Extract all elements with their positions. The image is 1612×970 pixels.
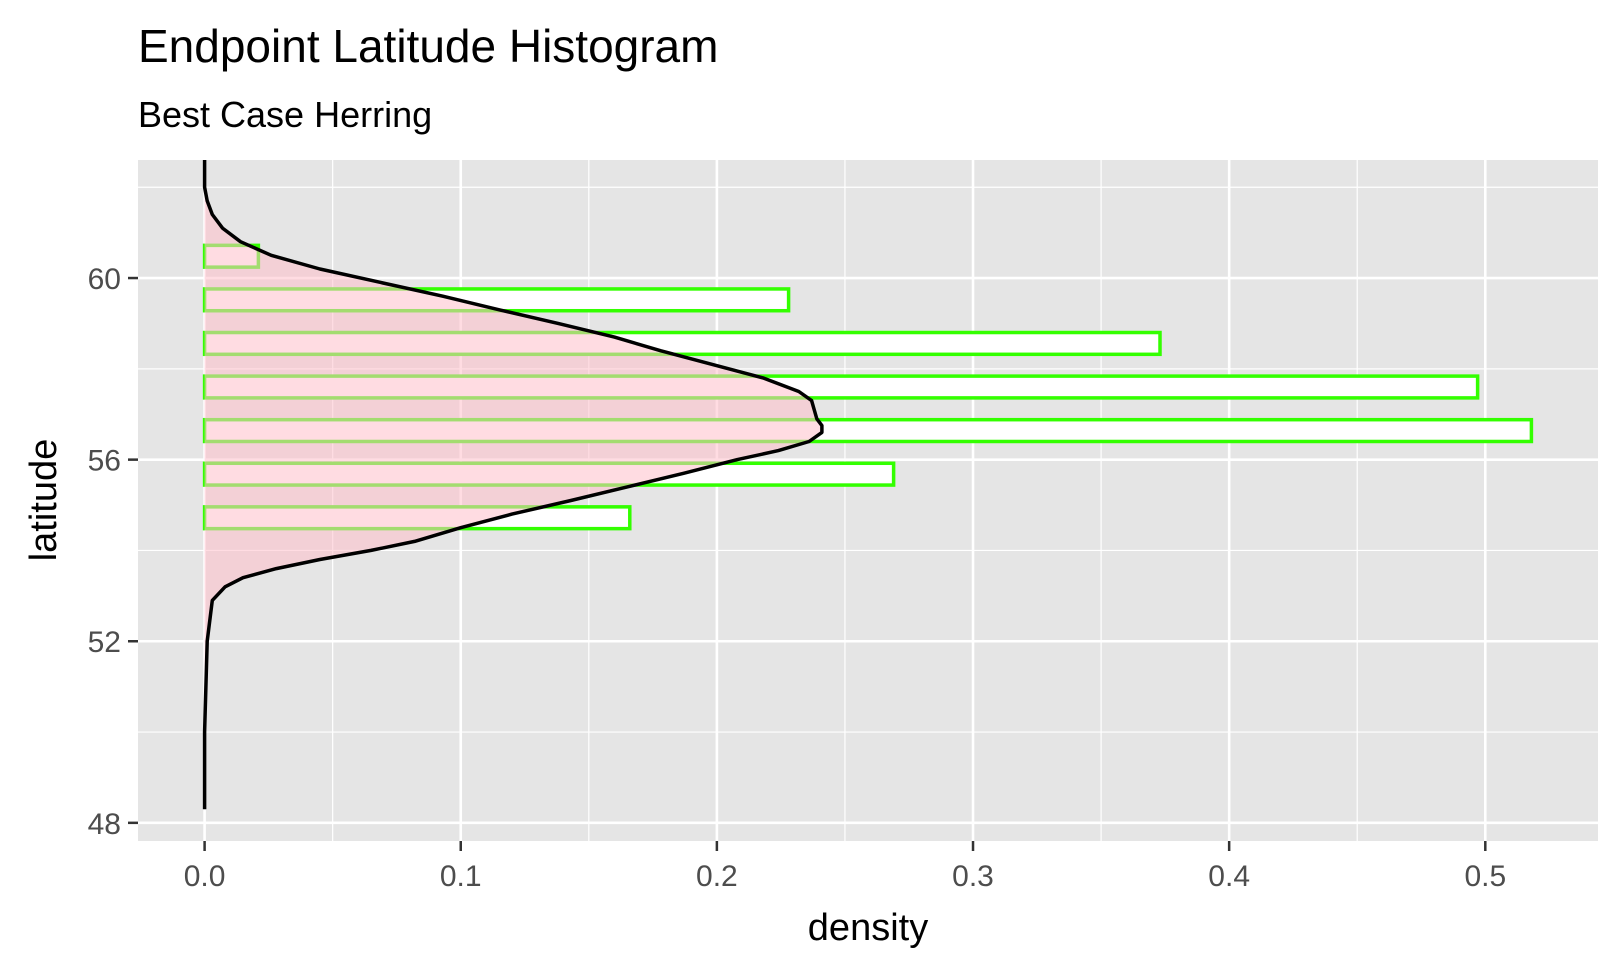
x-tick-label: 0.4 (1208, 860, 1250, 893)
x-tick-label: 0.0 (184, 860, 226, 893)
y-tick-label: 48 (88, 808, 121, 841)
x-axis-title: density (808, 907, 928, 949)
x-tick-label: 0.5 (1464, 860, 1506, 893)
y-axis: 48 52 56 60 (88, 263, 138, 841)
density-line (202, 160, 824, 810)
x-tick-label: 0.3 (952, 860, 994, 893)
density-area (204, 160, 822, 810)
y-axis-title: latitude (23, 439, 65, 562)
x-tick-label: 0.1 (440, 860, 482, 893)
x-axis: 0.0 0.1 0.2 0.3 0.4 0.5 (184, 841, 1506, 893)
y-tick-label: 56 (88, 445, 121, 478)
chart-subtitle: Best Case Herring (138, 94, 432, 135)
x-tick-label: 0.2 (696, 860, 738, 893)
chart-title: Endpoint Latitude Histogram (138, 20, 718, 72)
y-tick-label: 60 (88, 263, 121, 296)
y-tick-label: 52 (88, 626, 121, 659)
